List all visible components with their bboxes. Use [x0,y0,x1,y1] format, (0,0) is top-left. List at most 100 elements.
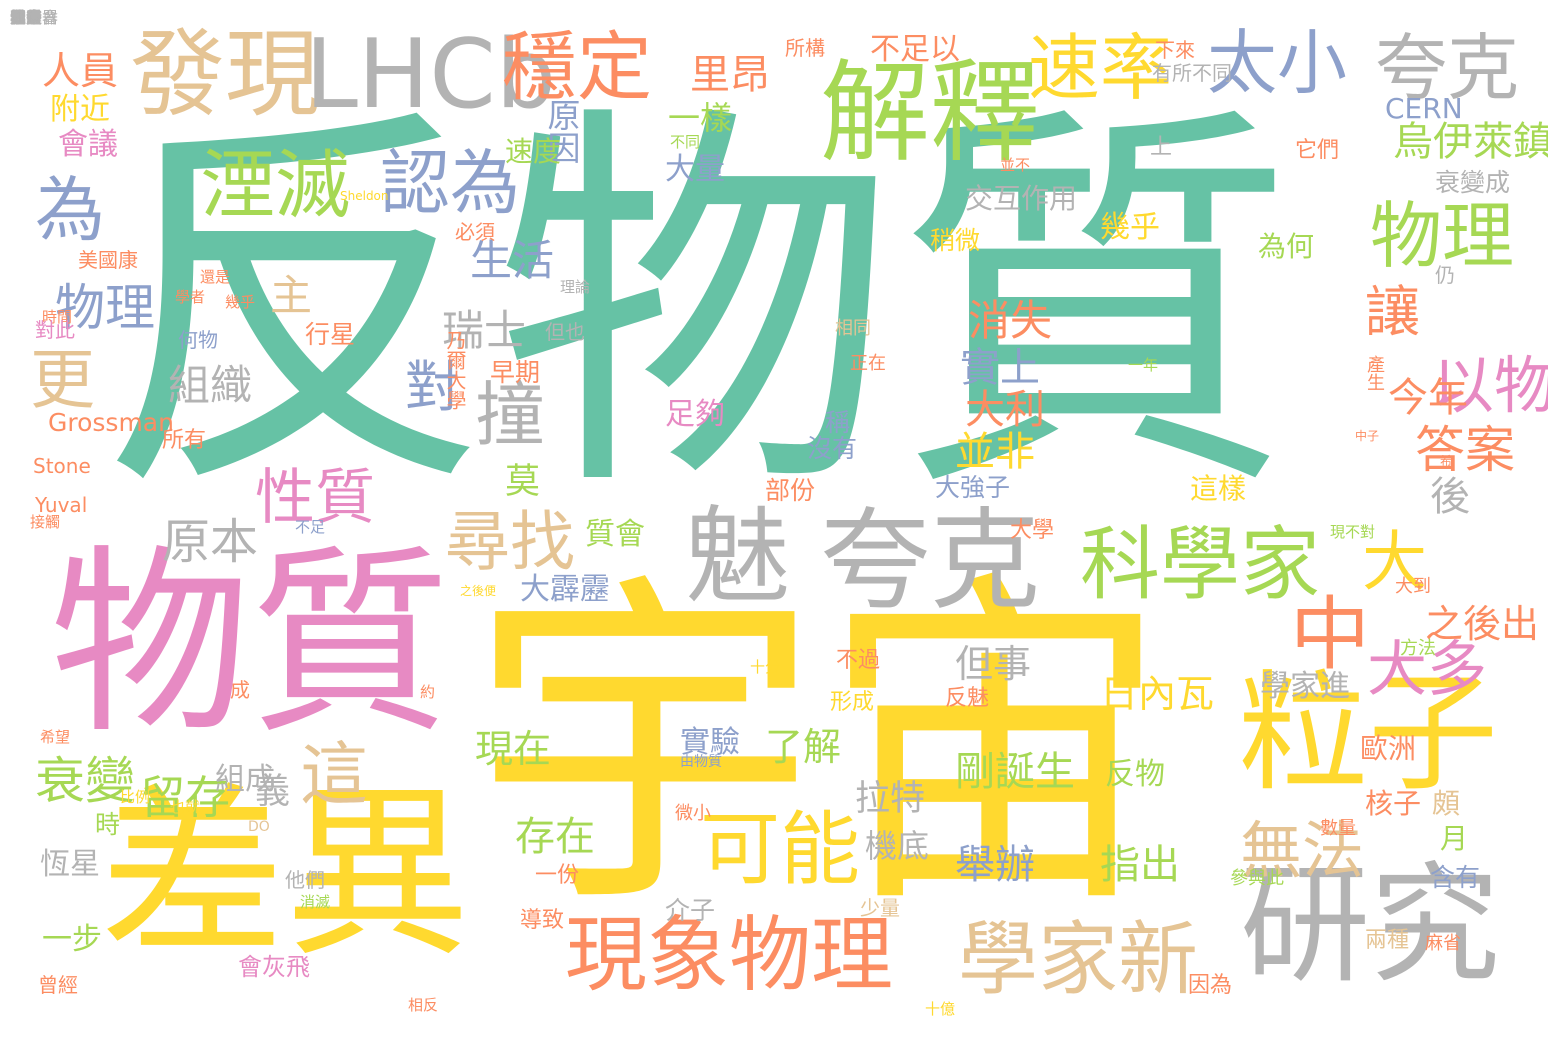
word: 答案 [1415,421,1515,479]
word: 含有 [1430,863,1481,892]
word: 希 [1440,454,1453,468]
word: 一樣 [668,99,733,137]
word: 認為 [380,142,520,224]
word: 理論 [560,278,591,296]
word: 相反 [408,996,439,1014]
word: 莫 [505,462,541,502]
word: 形成 [830,690,875,715]
word: LHCb [305,20,556,130]
word: 部份 [765,476,816,505]
word: 以物質 [1432,349,1548,422]
word: 大到 [1395,576,1431,597]
word: 希望 [40,728,71,746]
word: 科學 [10,8,43,27]
word: 魅 [685,496,791,618]
word: 物理 [1370,194,1515,278]
word: Yuval [35,493,88,517]
word: 之後出 [1425,602,1540,646]
word: 更 [30,343,96,418]
word: 產生 [1364,355,1385,391]
word: 但事 [955,642,1032,686]
word: 下來 [1155,38,1195,62]
word: 組織 [168,361,253,410]
word: 觀察 [10,8,43,27]
word: 反魅 [945,686,990,711]
word: 現象物理 [565,908,894,1003]
word: 發現 [130,20,321,130]
word: 大 [1362,525,1428,600]
word: 足夠 [665,397,725,432]
word: 最終 [10,8,43,27]
word: 不足以 [870,32,960,67]
word: 無法 [1240,814,1365,887]
word: 它們 [1295,138,1340,163]
word: 元素 [10,8,43,27]
word: 也就 [170,798,201,816]
word: 不同 [670,133,701,151]
word: 幾乎 [1100,210,1160,245]
word: 正在 [850,353,886,374]
word: 日內瓦 [1100,672,1215,716]
word: 方法 [1400,638,1436,659]
word: 對此 [35,318,75,342]
word: 但也 [545,320,585,344]
word: 月 [1440,822,1469,855]
word: 湮滅 [200,141,351,229]
word: 歐洲 [1360,732,1417,765]
word: 十分 [750,658,781,676]
word: 沒有 [807,434,858,463]
word: 這樣 [1190,472,1247,505]
word: 太小 [1207,22,1347,104]
word: 大強子 [935,473,1011,502]
word: 並非 [955,429,1035,475]
word: 為何 [1258,230,1315,263]
word: 數量 [1320,818,1356,839]
word: 不過 [836,648,881,673]
word: 其中 [10,8,43,27]
word: 反物 [1105,757,1165,792]
word: 為 [35,169,105,251]
word: 核子 [1365,787,1422,820]
word: 穩定 [502,23,653,111]
word: 一年 [1128,356,1159,374]
word: 學者 [175,288,206,306]
word: 還是 [200,268,231,286]
word: 會灰飛 [238,953,310,981]
word: 時 [95,810,121,839]
word: 上 [1150,135,1173,160]
word: 這 [300,736,369,815]
word: 之前 [10,8,43,27]
word: 學家新 [958,913,1198,1006]
word: Stone [33,454,91,478]
word: 接觸 [30,513,61,531]
word: 大多 [1367,635,1487,705]
word: 現不對 [1330,523,1376,541]
word: 之後便 [460,584,497,598]
word: 機底 [865,827,930,865]
word: 讓 [1365,280,1421,344]
word: 存在 [515,814,595,860]
word: 加速器 [10,8,59,27]
word: 消失 [968,296,1053,345]
word: 宇宙 [470,543,1170,951]
word: 所構 [785,36,825,60]
word: 他們 [285,868,325,892]
word: 物質 [50,528,451,761]
word: 消滅 [300,893,331,911]
word: 幾乎 [225,293,256,311]
word: 原本 [162,514,259,570]
word: 拉特 [855,779,926,819]
word: 不足 [295,518,326,536]
word: 撞 [475,374,545,456]
word: 何物 [178,328,218,352]
word: 生活 [470,236,555,285]
word: 反物質 [95,75,1295,540]
word: 科學家 [1080,518,1320,611]
word: 實驗 [680,725,740,760]
word: 粒子 [1238,657,1499,809]
word: 原因 [542,98,581,164]
word: 人員 [42,49,119,93]
word: 行星 [305,320,356,349]
word: 麻省 [1425,933,1461,954]
word: 所有 [162,428,207,453]
